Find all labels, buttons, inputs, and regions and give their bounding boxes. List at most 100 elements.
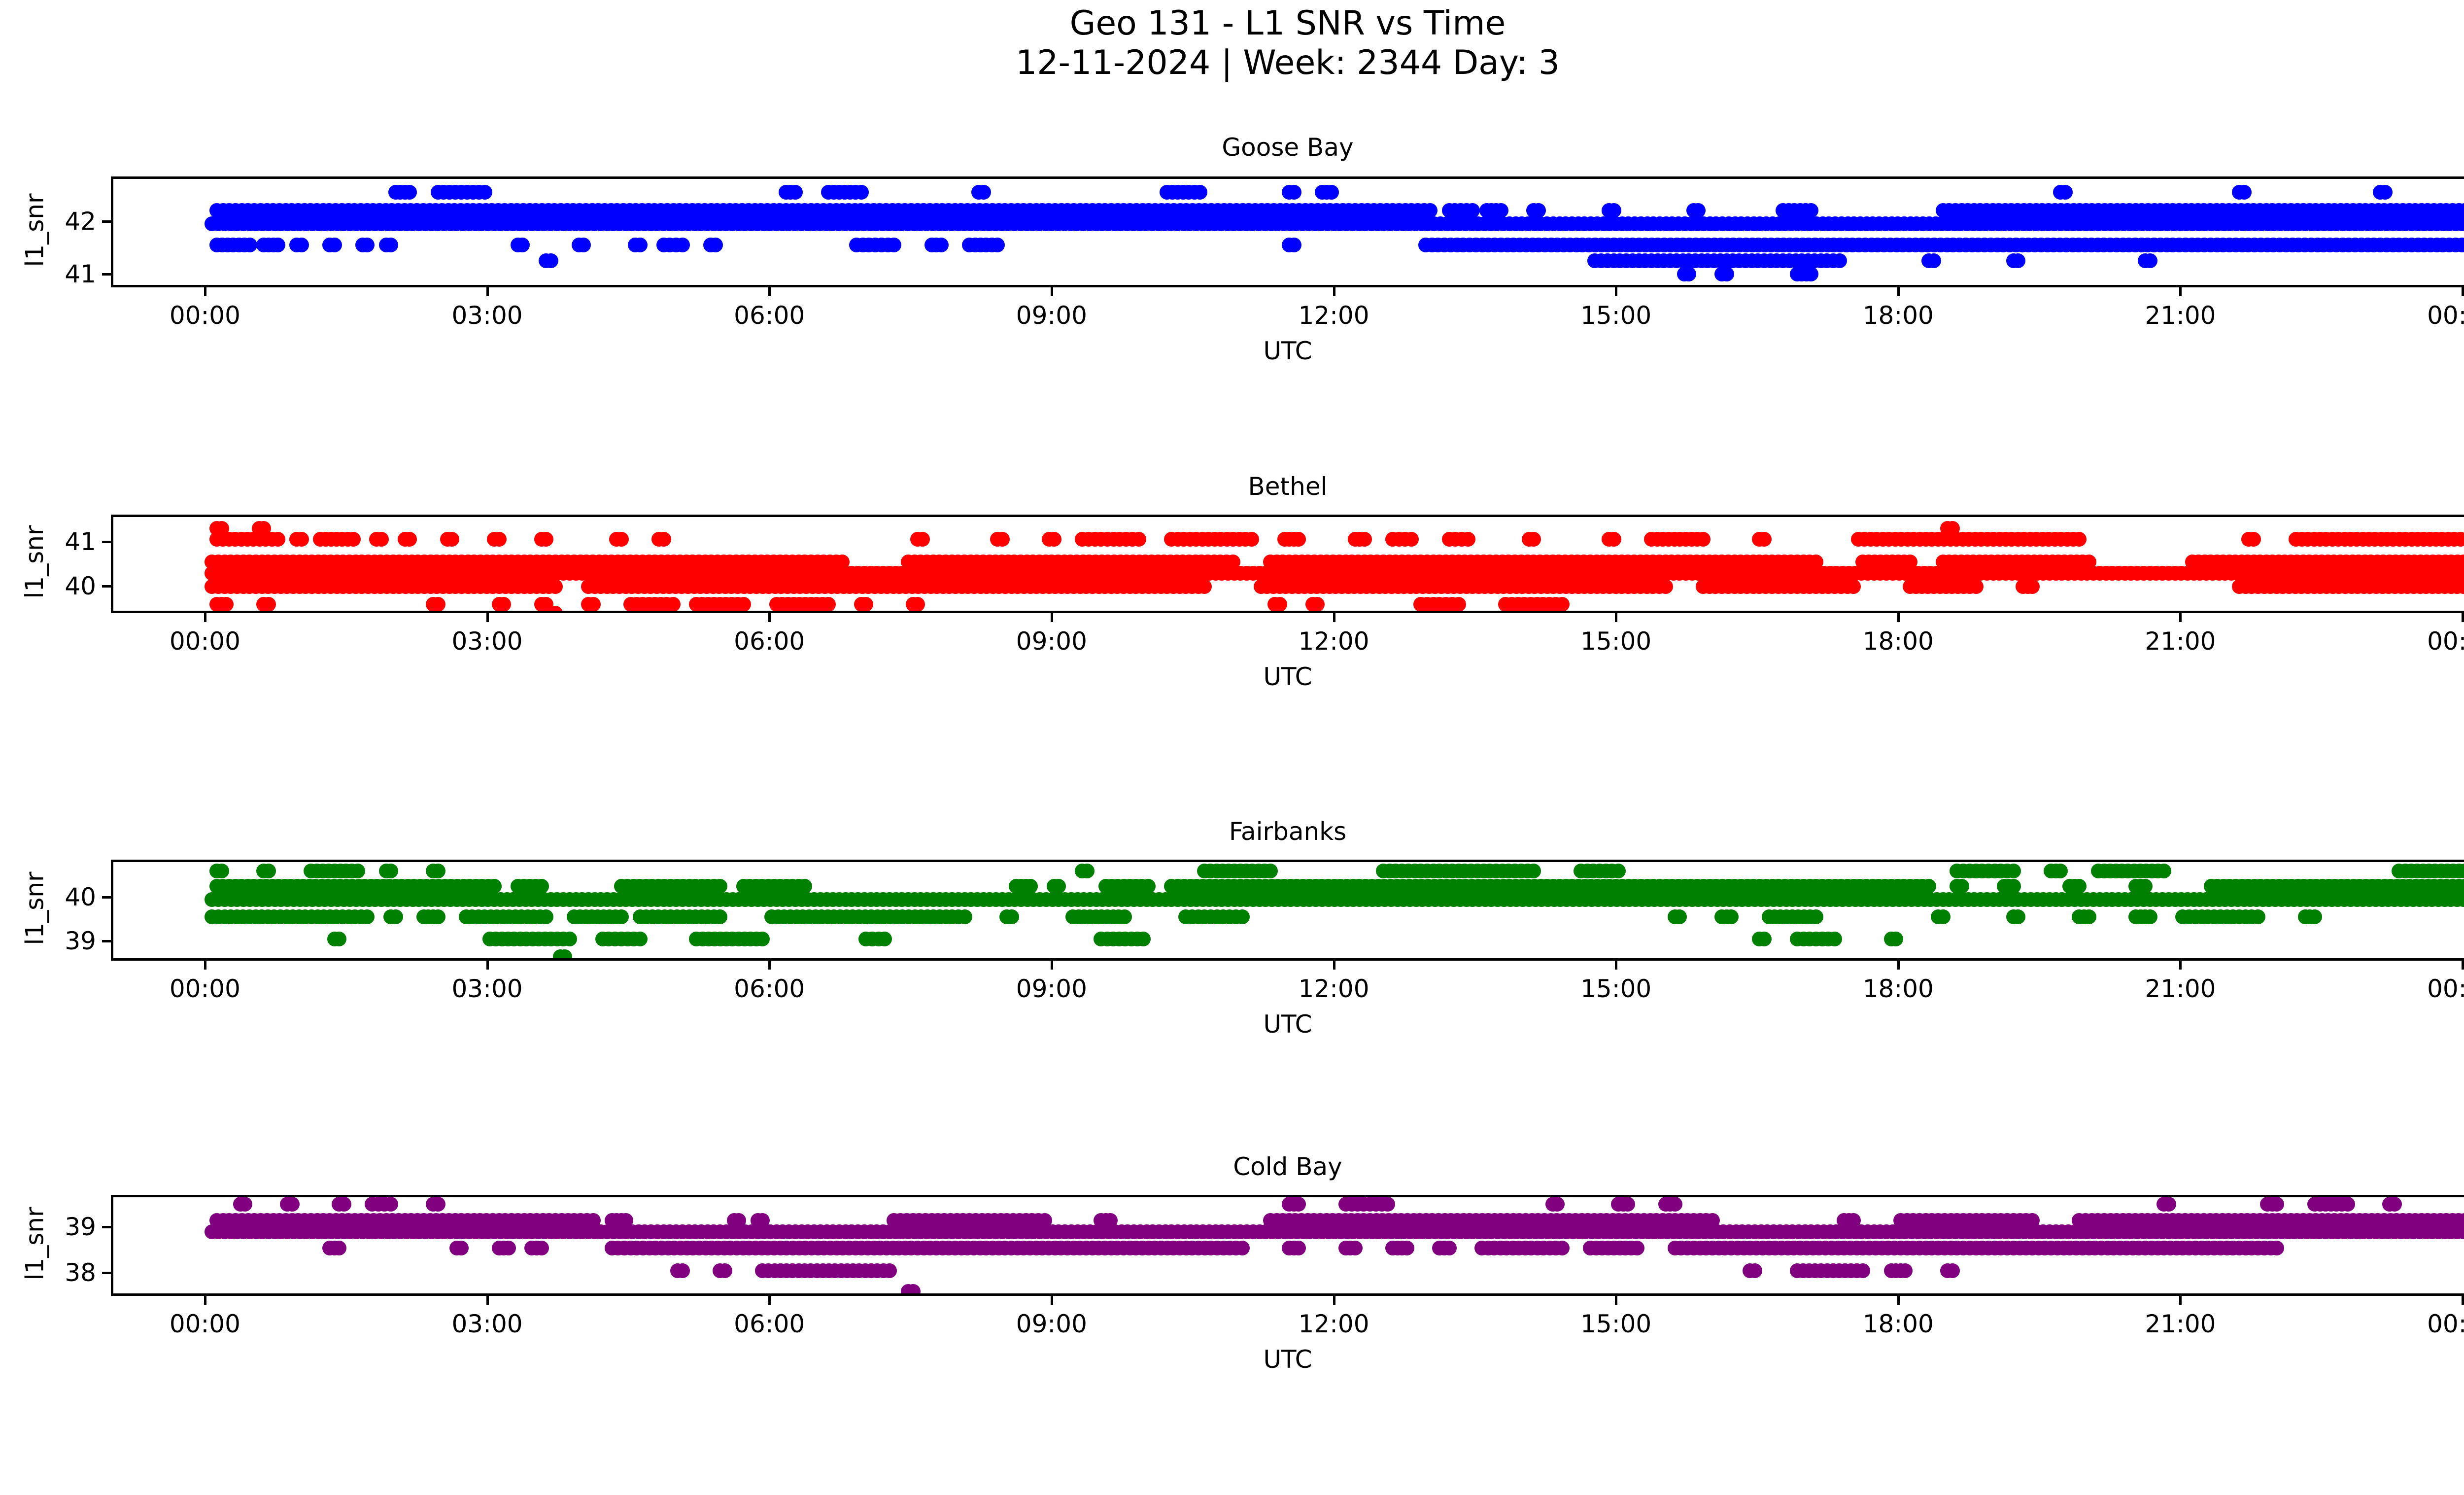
x-tick-mark: [768, 1296, 771, 1305]
y-tick-mark: [102, 585, 111, 588]
x-tick-mark: [2462, 961, 2464, 970]
data-point: [1117, 909, 1132, 925]
data-point: [430, 863, 445, 878]
data-point: [675, 1263, 690, 1279]
data-point: [1399, 1240, 1414, 1255]
data-point: [994, 532, 1010, 547]
data-point: [534, 879, 549, 894]
x-tick-mark: [486, 961, 489, 970]
suptitle-line-1: Geo 131 - L1 SNR vs Time: [1069, 4, 1506, 43]
y-axis-label: l1_snr: [20, 1207, 49, 1280]
data-point: [548, 606, 563, 611]
x-tick-label: 15:00: [1580, 1310, 1652, 1338]
x-tick-label: 03:00: [451, 301, 523, 330]
x-tick-mark: [1050, 613, 1053, 622]
y-tick-label: 38: [65, 1258, 96, 1287]
x-tick-label: 00:00: [169, 974, 240, 1003]
data-point: [1827, 931, 1843, 946]
data-point: [2081, 909, 2096, 925]
x-tick-mark: [2462, 613, 2464, 622]
data-point: [1747, 1263, 1762, 1279]
data-point: [877, 931, 892, 946]
x-tick-mark: [1615, 287, 1618, 296]
y-tick-mark: [102, 273, 111, 276]
y-tick-label: 39: [65, 926, 96, 955]
data-point: [1531, 203, 1546, 218]
x-tick-mark: [1897, 961, 1900, 970]
x-tick-label: 18:00: [1862, 1310, 1934, 1338]
data-point: [2246, 532, 2261, 547]
x-axis-label: UTC: [1263, 1010, 1312, 1039]
data-point: [1804, 203, 1819, 218]
x-tick-mark: [1615, 613, 1618, 622]
data-point: [614, 909, 629, 925]
data-point: [2072, 532, 2087, 547]
data-point: [430, 1197, 445, 1212]
x-tick-label: 18:00: [1862, 974, 1934, 1003]
subplot-title: Cold Bay: [1233, 1152, 1342, 1181]
x-axis-label: UTC: [1263, 662, 1312, 691]
x-tick-mark: [1897, 287, 1900, 296]
data-point: [1286, 237, 1301, 252]
figure-suptitle: Geo 131 - L1 SNR vs Time 12-11-2024 | We…: [0, 4, 2464, 83]
data-point: [271, 237, 286, 252]
x-tick-mark: [768, 961, 771, 970]
data-point: [1724, 909, 1739, 925]
x-tick-mark: [1897, 613, 1900, 622]
x-tick-label: 09:00: [1016, 627, 1087, 656]
x-tick-mark: [204, 961, 206, 970]
y-tick-mark: [102, 1226, 111, 1229]
subplot-title: Goose Bay: [1222, 133, 1354, 162]
data-point: [261, 597, 276, 611]
y-tick-label: 40: [65, 882, 96, 911]
data-point: [1140, 879, 1156, 894]
x-tick-mark: [1333, 961, 1335, 970]
data-point: [905, 1284, 921, 1293]
data-point: [1423, 203, 1438, 218]
data-point: [1526, 532, 1541, 547]
x-tick-mark: [2179, 1296, 2182, 1305]
y-tick-mark: [102, 220, 111, 223]
data-point: [1968, 579, 1984, 594]
data-point: [294, 237, 309, 252]
data-point: [383, 863, 399, 878]
data-point: [219, 597, 234, 611]
data-point: [1719, 266, 1734, 281]
data-point: [656, 532, 671, 547]
x-tick-mark: [2462, 287, 2464, 296]
data-point: [2011, 253, 2026, 269]
data-point: [430, 909, 445, 925]
data-point: [821, 597, 836, 611]
data-point: [284, 1197, 300, 1212]
x-tick-label: 06:00: [734, 301, 805, 330]
data-point: [350, 863, 366, 878]
x-tick-mark: [204, 613, 206, 622]
data-point: [539, 909, 554, 925]
x-tick-label: 00:00: [169, 301, 240, 330]
y-tick-label: 41: [65, 260, 96, 289]
data-point: [1935, 909, 1951, 925]
x-tick-mark: [2179, 287, 2182, 296]
x-tick-mark: [1615, 961, 1618, 970]
data-point: [327, 237, 342, 252]
data-point: [1526, 863, 1541, 878]
data-point: [1465, 203, 1480, 218]
x-tick-label: 12:00: [1298, 301, 1369, 330]
data-point: [708, 237, 723, 252]
data-point: [1554, 1240, 1570, 1255]
data-point: [585, 597, 601, 611]
data-point: [2269, 1197, 2285, 1212]
x-axis-label: UTC: [1263, 1345, 1312, 1374]
data-point: [1809, 909, 1823, 925]
data-point: [548, 579, 563, 594]
data-point: [2011, 909, 2026, 925]
data-point: [1804, 266, 1819, 281]
data-point: [713, 909, 728, 925]
data-point: [787, 184, 803, 200]
x-tick-mark: [2179, 613, 2182, 622]
x-tick-label: 00:00: [2427, 627, 2464, 656]
data-point: [2072, 879, 2087, 894]
data-point: [543, 253, 558, 269]
data-point: [534, 1240, 549, 1255]
data-point: [990, 237, 1005, 252]
